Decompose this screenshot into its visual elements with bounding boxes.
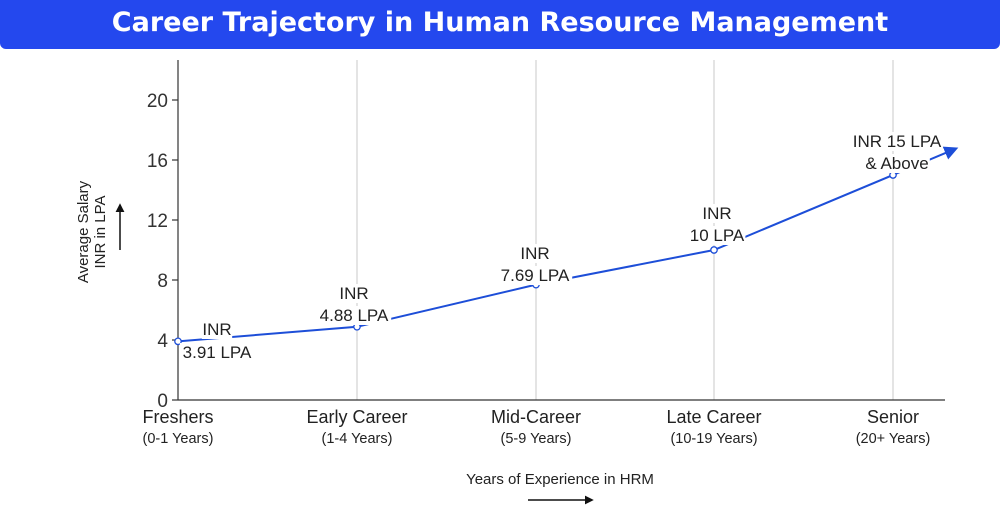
y-axis-title-group: Average Salary INR in LPA [75,180,109,283]
data-label-3-0: INR [702,204,731,223]
x-category-3: Late Career [666,407,761,427]
data-label-bg-2-1 [497,266,573,285]
data-label-4-0: INR 15 LPA [853,132,942,151]
data-label-1-0: INR [339,284,368,303]
title-banner [0,0,1000,49]
x-category-range-4: (20+ Years) [856,431,931,447]
y-tick-label-8: 8 [157,271,168,292]
data-point-3 [710,246,718,254]
chart-title: Career Trajectory in Human Resource Mana… [111,7,889,38]
y-tick-label-16: 16 [147,151,168,172]
data-label-2-0: INR [520,244,549,263]
axes [177,60,945,401]
data-labels: INR 3.91 LPA INR 4.88 LPA INR 7.69 LPA INR 10 L… [179,132,943,362]
x-axis-title: Years of Experience in HRM [466,471,654,488]
data-label-bg-0-0 [201,320,233,339]
data-point-0 [174,337,182,346]
salary-line [177,146,959,343]
salary-series [177,146,959,343]
x-category-range-0: (0-1 Years) [143,431,214,447]
x-category-range-2: (5-9 Years) [501,431,572,447]
y-tick-label-12: 12 [147,211,168,232]
x-category-2: Mid-Career [491,407,581,427]
data-label-bg-1-1 [316,306,392,325]
data-label-bg-4-1 [864,154,930,173]
x-category-labels: Freshers (0-1 Years) Early Career (1-4 Year… [142,407,930,447]
data-label-bg-2-0 [519,244,551,263]
data-label-3-1: 10 LPA [690,226,745,245]
x-category-0: Freshers [142,407,213,427]
data-label-bg-0-1 [179,343,255,362]
y-axis-title-line2: INR in LPA [92,195,109,268]
gridlines [356,60,894,400]
x-category-4: Senior [867,407,919,427]
x-category-range-1: (1-4 Years) [322,431,393,447]
data-label-0-1: 3.91 LPA [183,343,252,362]
data-label-bg-3-0 [701,204,733,223]
y-axis-title-line1: Average Salary [75,180,92,283]
y-tick-labels: 0 4 8 12 16 20 [147,91,178,412]
data-label-4-1: & Above [865,154,928,173]
data-label-0-0: INR [202,320,231,339]
data-label-bg-1-0 [338,284,370,303]
y-tick-label-4: 4 [157,331,168,352]
y-tick-label-20: 20 [147,91,168,112]
y-tick-label-0: 0 [157,391,168,412]
data-label-bg-3-1 [688,226,746,245]
data-label-1-1: 4.88 LPA [320,306,389,325]
x-category-1: Early Career [306,407,407,427]
x-category-range-3: (10-19 Years) [670,431,757,447]
data-label-2-1: 7.69 LPA [501,266,570,285]
data-label-bg-4-0 [851,132,943,151]
